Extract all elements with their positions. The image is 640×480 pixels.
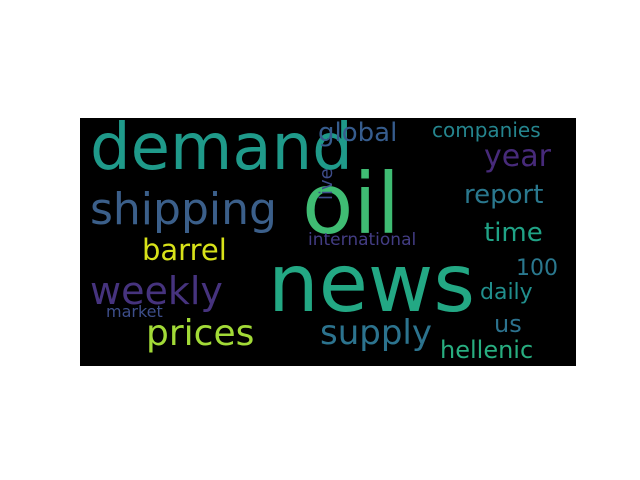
- word-100: 100: [516, 256, 558, 281]
- word-weekly: weekly: [90, 269, 223, 313]
- word-global: global: [318, 118, 398, 148]
- word-market: market: [106, 302, 163, 321]
- word-news: news: [268, 237, 476, 330]
- word-barrel: barrel: [142, 233, 227, 267]
- word-hellenic: hellenic: [440, 336, 534, 364]
- word-year: year: [484, 139, 551, 174]
- word-daily: daily: [480, 280, 533, 305]
- word-demand: demand: [90, 118, 353, 185]
- word-us: us: [494, 310, 522, 338]
- word-live: live: [316, 168, 337, 200]
- word-time: time: [484, 218, 543, 248]
- word-prices: prices: [146, 313, 255, 354]
- word-international: international: [308, 230, 417, 250]
- word-oil: oil: [302, 155, 401, 253]
- word-shipping: shipping: [90, 184, 277, 235]
- word-companies: companies: [432, 118, 541, 142]
- word-supply: supply: [320, 313, 432, 353]
- word-cloud: oil news demand shipping prices weekly s…: [80, 118, 576, 366]
- word-report: report: [464, 180, 544, 210]
